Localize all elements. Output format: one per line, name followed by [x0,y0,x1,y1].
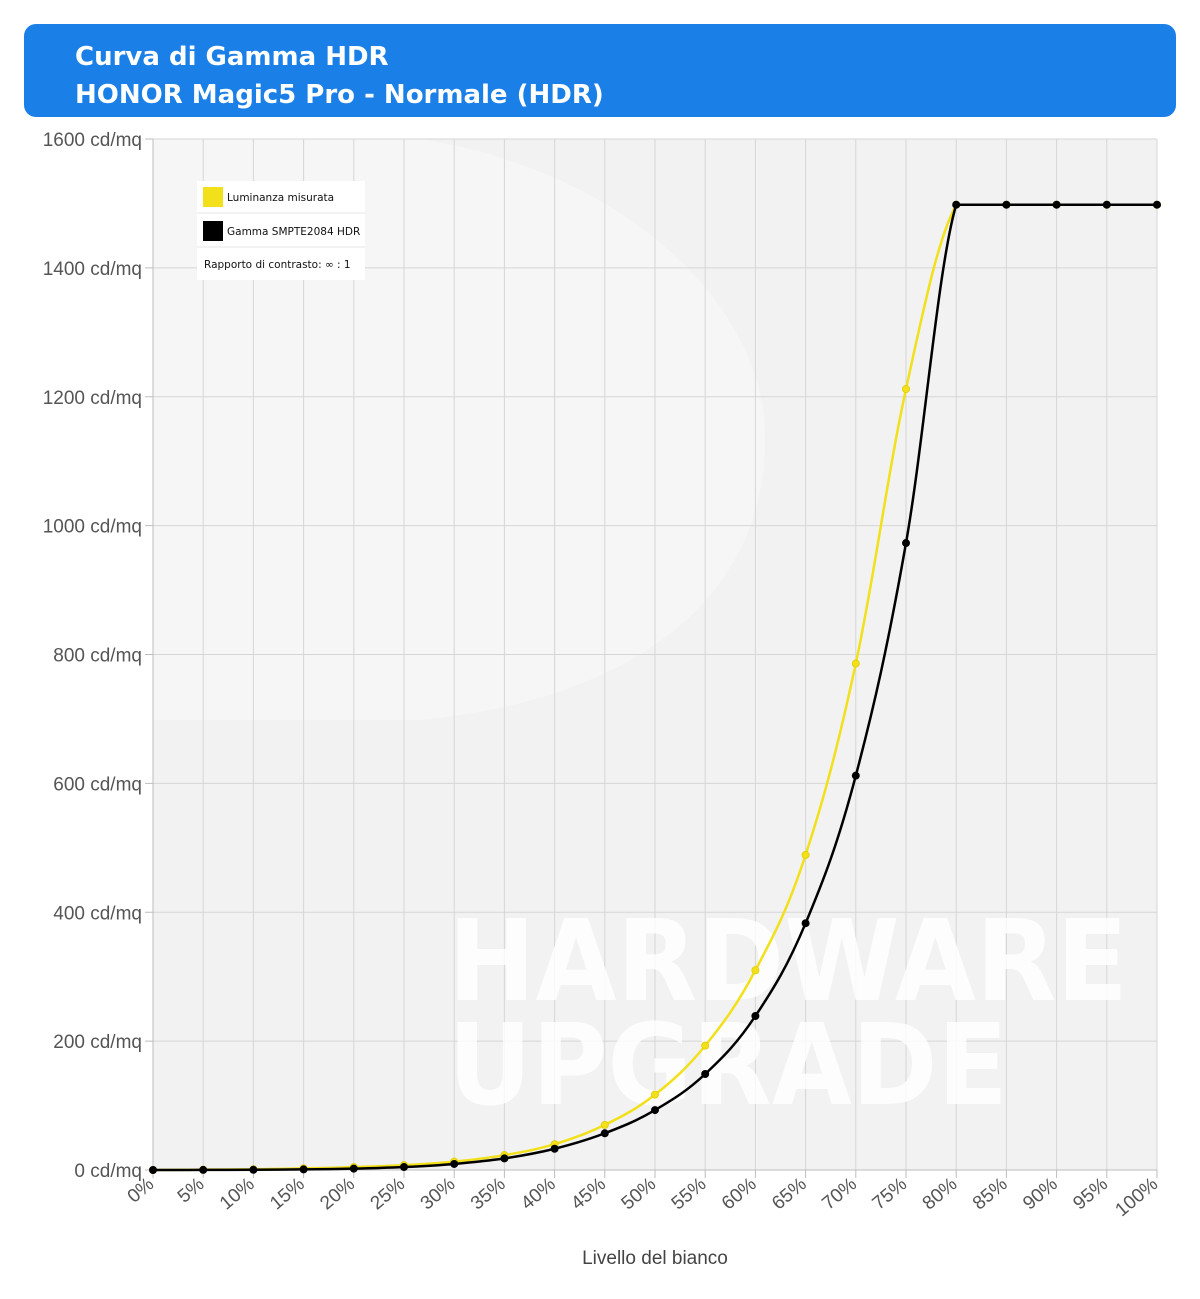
y-tick-label: 1400 cd/mq [43,259,142,280]
x-tick-label: 90% [1019,1174,1062,1215]
y-tick-label: 400 cd/mq [53,903,142,924]
data-point [851,771,860,780]
x-tick-label: 60% [718,1174,761,1215]
data-point [801,919,810,928]
x-tick-label: 35% [467,1174,510,1215]
data-point [199,1165,208,1174]
y-tick-label: 1200 cd/mq [43,388,142,409]
data-point [751,1011,760,1020]
data-point [1002,200,1011,209]
x-axis-ticks: 0% 5% 10% 15% 20% 25% 30% 35% 40% 45% 50% 55% 60% 65%… [124,1170,1162,1221]
data-point [399,1163,408,1172]
data-point [701,1041,710,1050]
y-tick-label: 0 cd/mq [74,1161,142,1182]
x-tick-label: 85% [969,1174,1012,1215]
legend-swatch-reference [203,221,223,241]
data-point [1153,200,1162,209]
x-axis-title: Livello del bianco [582,1248,728,1269]
chart-subtitle: HONOR Magic5 Pro - Normale (HDR) [75,80,604,110]
x-tick-label: 75% [869,1174,912,1215]
data-point [952,200,961,209]
chart-title: Curva di Gamma HDR [75,42,389,72]
legend-contrast-note: Rapporto di contrasto: ∞ : 1 [204,259,351,271]
legend-swatch-measured [203,187,223,207]
x-tick-label: 50% [618,1174,661,1215]
y-tick-label: 1600 cd/mq [43,130,142,151]
data-point [651,1106,660,1115]
data-point [902,385,911,394]
data-point [349,1164,358,1173]
legend-box [197,181,365,280]
data-point [148,1166,157,1175]
background-decoration [153,139,766,720]
series-layer [148,200,1162,1175]
data-point [249,1165,258,1174]
data-point [851,659,860,668]
x-tick-label: 20% [316,1174,359,1215]
legend-label-measured: Luminanza misurata [227,192,334,204]
x-tick-label: 10% [216,1174,259,1215]
data-point [450,1159,459,1168]
x-tick-label: 55% [668,1174,711,1215]
legend: Luminanza misurata Gamma SMPTE2084 HDR R… [197,181,365,280]
x-tick-label: 70% [818,1174,861,1215]
y-tick-label: 200 cd/mq [53,1032,142,1053]
data-point [600,1129,609,1138]
data-point [1102,200,1111,209]
x-tick-label: 30% [417,1174,460,1215]
x-tick-label: 80% [919,1174,962,1215]
x-tick-label: 5% [174,1174,209,1208]
data-point [299,1165,308,1174]
data-point [751,966,760,975]
data-point [500,1154,509,1163]
data-point [902,539,911,548]
x-tick-label: 45% [567,1174,610,1215]
data-point [651,1090,660,1099]
y-tick-label: 800 cd/mq [53,646,142,667]
x-tick-label: 100% [1111,1174,1162,1221]
y-tick-label: 1000 cd/mq [43,517,142,538]
data-point [1052,200,1061,209]
x-tick-label: 15% [266,1174,309,1215]
legend-label-reference: Gamma SMPTE2084 HDR [227,226,360,238]
y-axis-ticks: 0 cd/mq 200 cd/mq 400 cd/mq 600 cd/mq 800 cd… [43,130,153,1182]
x-tick-label: 25% [367,1174,410,1215]
data-point [801,850,810,859]
data-point [550,1144,559,1153]
x-tick-label: 95% [1069,1174,1112,1215]
watermark-line2: UPGRADE [448,1001,1008,1131]
chart-header: Curva di Gamma HDR HONOR Magic5 Pro - No… [24,24,1176,117]
x-tick-label: 65% [768,1174,811,1215]
series-line [152,203,1157,1172]
data-point [701,1069,710,1078]
x-tick-label: 40% [517,1174,560,1215]
y-tick-label: 600 cd/mq [53,774,142,795]
data-point [600,1120,609,1129]
series-reference [148,200,1162,1175]
